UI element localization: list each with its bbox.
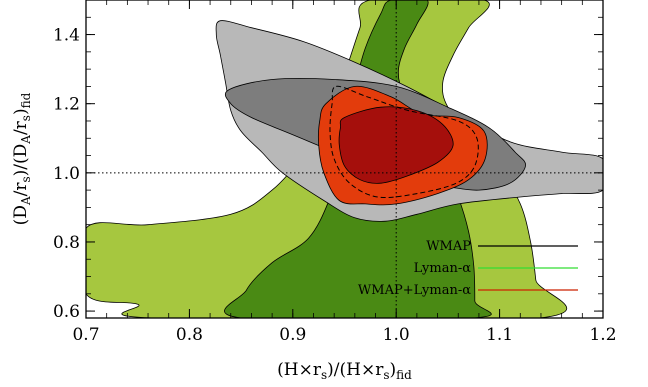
- legend-label-wmap: WMAP: [426, 239, 471, 254]
- contour-wmap-dashed-dashed: [329, 85, 479, 199]
- axis-ticks: [85, 0, 604, 318]
- x-tick-label: 0.9: [279, 325, 306, 345]
- x-tick-label: 0.7: [72, 325, 99, 345]
- y-axis-title: (DA​/rs​)/(DA​/rs​)fid​: [11, 92, 33, 225]
- x-tick-label: 1.1: [486, 325, 513, 345]
- x-tick-label: 1.2: [589, 325, 616, 345]
- contour-layer: [86, 0, 603, 318]
- y-tick-label: 1.0: [53, 164, 80, 184]
- reference-lines: [86, 0, 603, 318]
- y-tick-label: 1.4: [53, 26, 80, 46]
- x-tick-label: 0.8: [176, 325, 203, 345]
- legend-label-lyman: Lyman-α: [414, 261, 472, 276]
- y-tick-label: 0.8: [53, 233, 80, 253]
- y-tick-label: 1.2: [53, 95, 80, 115]
- legend: WMAP Lyman-α WMAP+Lyman-α: [358, 239, 578, 298]
- x-tick-label: 1.0: [383, 325, 410, 345]
- axis-titles: (H×rs​)/(H×rs​)fid​ (DA​/rs​)/(DA​/rs​)fi…: [11, 92, 412, 382]
- axis-tick-labels: 0.7 0.8 0.9 1.0 1.1 1.2 0.6 0.8 1.0 1.2 1.4: [53, 26, 617, 345]
- y-tick-label: 0.6: [53, 302, 80, 322]
- x-axis-title: (H×rs​)/(H×rs​)fid​: [277, 360, 412, 382]
- legend-label-wmap-lyman: WMAP+Lyman-α: [358, 283, 471, 298]
- plot-frame: [85, 0, 604, 319]
